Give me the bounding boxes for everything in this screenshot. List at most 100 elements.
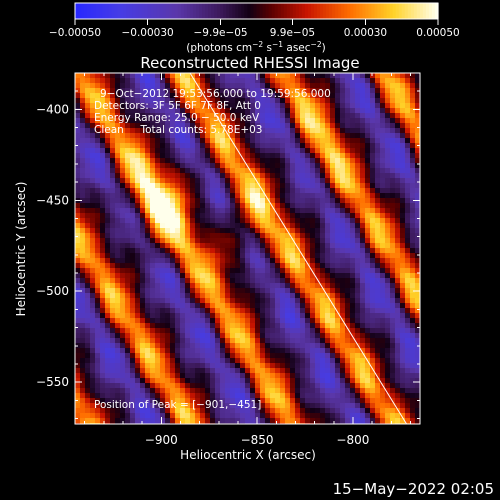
heatmap-cell <box>355 248 361 254</box>
heatmap-cell <box>225 403 231 409</box>
heatmap-cell <box>325 348 331 354</box>
heatmap-cell <box>80 383 86 389</box>
heatmap-cell <box>195 393 201 399</box>
heatmap-cell <box>370 408 376 414</box>
heatmap-cell <box>280 408 286 414</box>
heatmap-cell <box>145 258 151 264</box>
heatmap-cell <box>95 408 101 414</box>
heatmap-cell <box>215 313 221 319</box>
heatmap-cell <box>80 198 86 204</box>
heatmap-cell <box>85 108 91 114</box>
heatmap-cell <box>340 98 346 104</box>
heatmap-cell <box>220 198 226 204</box>
heatmap-cell <box>410 288 416 294</box>
heatmap-cell <box>275 218 281 224</box>
heatmap-cell <box>145 128 151 134</box>
heatmap-cell <box>415 268 420 274</box>
heatmap-cell <box>240 303 246 309</box>
colorbar-cell <box>259 3 264 19</box>
heatmap-cell <box>135 293 141 299</box>
heatmap-cell <box>165 333 171 339</box>
heatmap-cell <box>145 88 151 94</box>
heatmap-cell <box>260 293 266 299</box>
heatmap-cell <box>150 348 156 354</box>
heatmap-cell <box>255 223 261 229</box>
heatmap-cell <box>90 273 96 279</box>
colorbar-cell <box>165 3 170 19</box>
heatmap-cell <box>190 228 196 234</box>
heatmap-cell <box>265 293 271 299</box>
heatmap-cell <box>275 268 281 274</box>
heatmap-cell <box>345 223 351 229</box>
heatmap-cell <box>145 153 151 159</box>
heatmap-cell <box>390 118 396 124</box>
heatmap-cell <box>270 193 276 199</box>
colorbar-cell <box>247 3 252 19</box>
heatmap-cell <box>170 383 176 389</box>
heatmap-cell <box>155 218 161 224</box>
heatmap-cell <box>135 148 141 154</box>
heatmap-cell <box>185 183 191 189</box>
heatmap-cell <box>170 338 176 344</box>
heatmap-cell <box>260 78 266 84</box>
heatmap-cell <box>140 223 146 229</box>
heatmap-cell <box>150 278 156 284</box>
heatmap-cell <box>300 273 306 279</box>
heatmap-cell <box>265 153 271 159</box>
heatmap-cell <box>80 313 86 319</box>
heatmap-cell <box>110 128 116 134</box>
heatmap-cell <box>295 243 301 249</box>
heatmap-cell <box>400 338 406 344</box>
heatmap-cell <box>130 258 136 264</box>
heatmap-cell <box>385 268 391 274</box>
heatmap-cell <box>195 118 201 124</box>
heatmap-cell <box>115 368 121 374</box>
heatmap-cell <box>220 303 226 309</box>
heatmap-cell <box>195 403 201 409</box>
heatmap-cell <box>185 98 191 104</box>
heatmap-cell <box>405 308 411 314</box>
heatmap-cell <box>130 408 136 414</box>
heatmap-cell <box>155 178 161 184</box>
heatmap-cell <box>115 173 121 179</box>
heatmap-cell <box>115 378 121 384</box>
heatmap-cell <box>360 153 366 159</box>
heatmap-cell <box>295 373 301 379</box>
heatmap-cell <box>355 278 361 284</box>
heatmap-cell <box>395 273 401 279</box>
heatmap-cell <box>295 78 301 84</box>
heatmap-cell <box>150 138 156 144</box>
heatmap-cell <box>80 318 86 324</box>
heatmap-cell <box>350 128 356 134</box>
heatmap-cell <box>390 338 396 344</box>
heatmap-cell <box>195 388 201 394</box>
heatmap-cell <box>175 163 181 169</box>
heatmap-cell <box>150 373 156 379</box>
heatmap-cell <box>335 383 341 389</box>
heatmap-cell <box>390 313 396 319</box>
heatmap-cell <box>310 133 316 139</box>
heatmap-cell <box>160 208 166 214</box>
heatmap-cell <box>200 373 206 379</box>
heatmap-cell <box>255 308 261 314</box>
heatmap-cell <box>405 258 411 264</box>
heatmap-cell <box>215 328 221 334</box>
heatmap-cell <box>140 263 146 269</box>
heatmap-cell <box>230 388 236 394</box>
heatmap-cell <box>135 333 141 339</box>
heatmap-cell <box>230 208 236 214</box>
heatmap-cell <box>360 363 366 369</box>
heatmap-cell <box>365 258 371 264</box>
heatmap-cell <box>315 353 321 359</box>
heatmap-cell <box>90 73 96 79</box>
heatmap-cell <box>295 338 301 344</box>
heatmap-cell <box>290 208 296 214</box>
heatmap-cell <box>385 403 391 409</box>
heatmap-cell <box>305 98 311 104</box>
heatmap-cell <box>240 218 246 224</box>
heatmap-cell <box>415 393 420 399</box>
heatmap-cell <box>85 353 91 359</box>
heatmap-cell <box>230 173 236 179</box>
heatmap-cell <box>165 418 171 424</box>
heatmap-cell <box>365 268 371 274</box>
